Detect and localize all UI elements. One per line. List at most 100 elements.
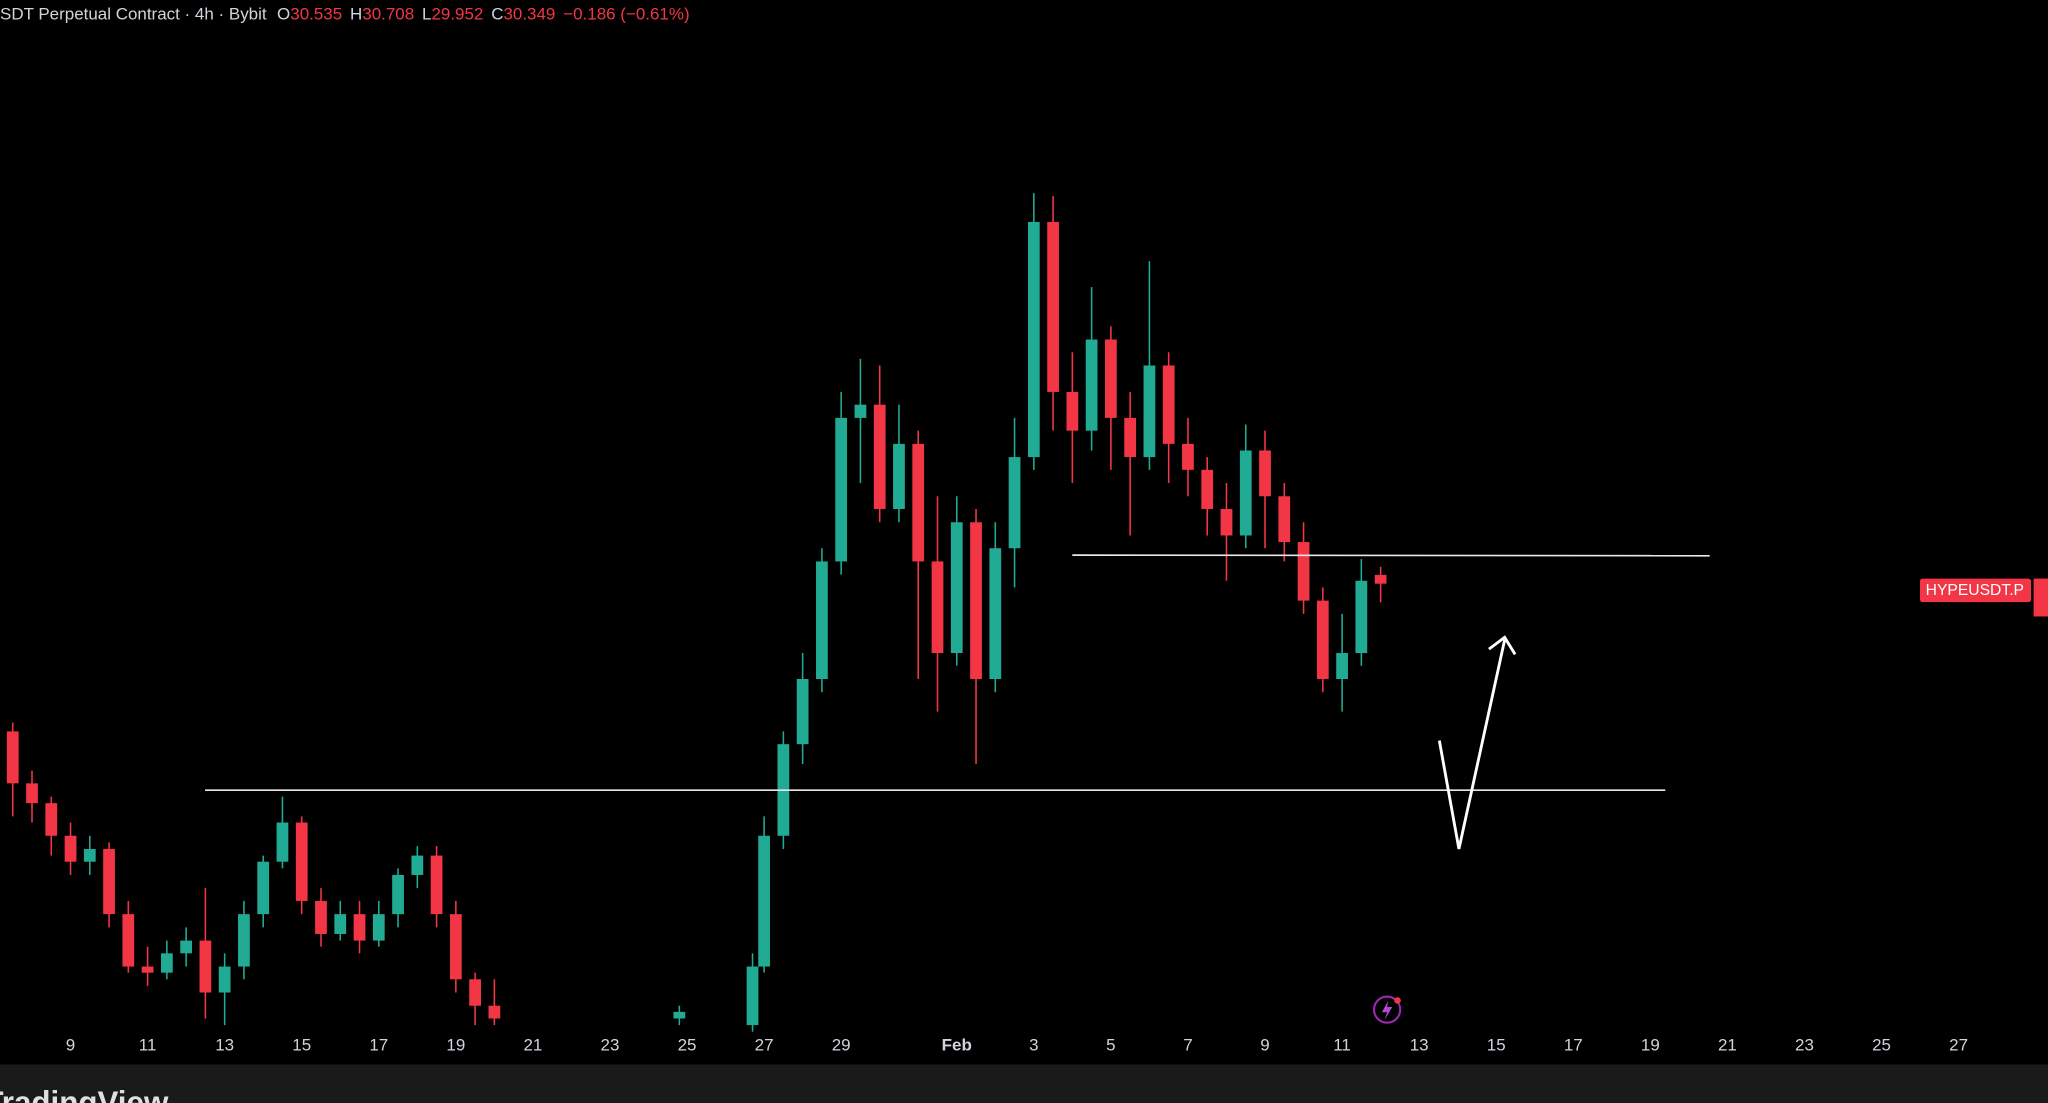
candle-body [1201, 469, 1214, 510]
candle-body [411, 855, 424, 875]
x-tick-label: 13 [215, 1036, 234, 1055]
x-tick-label: 9 [66, 1036, 75, 1055]
ohlc-value: 30.708 [362, 5, 414, 24]
candle-body [746, 966, 759, 1026]
candle-body [334, 914, 347, 934]
candle-body [1027, 221, 1040, 458]
x-tick-label: 9 [1260, 1036, 1269, 1055]
candle-body [1124, 417, 1137, 458]
candle-body [1085, 339, 1098, 431]
candle-body [1143, 365, 1156, 458]
alert-icon[interactable] [1372, 995, 1402, 1024]
symbol-badge-label: HYPEUSDT.P [1926, 582, 2024, 599]
candle-body [1066, 391, 1079, 431]
ohlc-label: L [422, 5, 431, 24]
candle-body [1336, 653, 1348, 680]
ohlc-value: 30.349 [503, 5, 555, 24]
candle-body [1220, 509, 1233, 536]
candle-body [180, 940, 193, 954]
candle-body [796, 679, 809, 745]
candle-body [372, 914, 385, 941]
candle-body [103, 848, 115, 915]
candle-body [758, 835, 770, 967]
x-tick-label: 15 [292, 1036, 311, 1055]
x-tick-label: 13 [1410, 1036, 1429, 1055]
candle-body [430, 855, 443, 915]
candle-body [673, 1011, 686, 1019]
legend-header: SDT Perpetual Contract · 4h · Bybit O30.5… [0, 5, 690, 24]
candle-body [45, 803, 58, 836]
candle-body [873, 404, 886, 510]
plot-area [6, 193, 1387, 1032]
symbol: SDT Perpetual Contract · 4h · Bybit [0, 5, 267, 24]
candle-body [6, 731, 19, 784]
ohlc-label: O [277, 5, 290, 24]
candle-body [1374, 574, 1387, 584]
x-tick-label: 23 [601, 1036, 620, 1055]
x-tick-label: 21 [1718, 1036, 1737, 1055]
resistance-line[interactable] [1072, 554, 1710, 557]
candle-body [854, 404, 867, 418]
candle-body [950, 522, 963, 654]
footer-bar [0, 1064, 2048, 1103]
arrow-head [1488, 635, 1517, 656]
candle-body [1316, 600, 1329, 680]
candle-body [392, 874, 404, 915]
candle-body [1047, 221, 1059, 392]
candle-body [353, 914, 366, 941]
candle-body [83, 848, 96, 862]
candle-body [160, 953, 173, 973]
x-tick-label: 29 [832, 1036, 851, 1055]
candle-body [1259, 450, 1271, 497]
ohlc-value: 30.535 [290, 5, 342, 24]
candle-body [1008, 457, 1021, 549]
candle-body [26, 783, 38, 804]
candle-body [1355, 580, 1368, 654]
candle-body [835, 417, 848, 562]
x-tick-label: 19 [1641, 1036, 1660, 1055]
candle-body [122, 914, 135, 967]
x-tick-label: 3 [1029, 1036, 1038, 1055]
symbol-badge [1919, 578, 2032, 603]
x-tick-label: 17 [369, 1036, 388, 1055]
candle-body [449, 914, 462, 980]
candle-body [218, 966, 231, 993]
x-tick-label: 17 [1564, 1036, 1583, 1055]
candle-body [1162, 365, 1175, 444]
candle-body [199, 940, 212, 993]
brand: TradingView [0, 1085, 169, 1103]
candle-body [1105, 339, 1117, 418]
x-tick-label: 21 [523, 1036, 542, 1055]
candle-body [295, 822, 308, 901]
x-tick-label: 11 [139, 1036, 157, 1055]
x-tick-label: 25 [678, 1036, 697, 1055]
candle-body [315, 900, 327, 934]
x-tick-label: 5 [1106, 1036, 1115, 1055]
candle-body [64, 835, 77, 862]
candle-body [141, 966, 154, 973]
candle-body [276, 822, 289, 862]
x-tick-label: 19 [446, 1036, 465, 1055]
x-tick-label: 25 [1872, 1036, 1891, 1055]
projection-arrow[interactable] [1437, 639, 1507, 850]
price-badge [2033, 578, 2048, 617]
x-tick-label: 23 [1795, 1036, 1814, 1055]
ohlc-label: C [491, 5, 503, 24]
x-tick-label: 27 [1949, 1036, 1968, 1055]
candle-body [989, 548, 1002, 680]
candle-body [488, 1005, 501, 1019]
candle-body [1239, 450, 1252, 536]
x-tick-label: 7 [1183, 1036, 1192, 1055]
candle-body [257, 861, 270, 915]
candle-body [912, 443, 925, 562]
ohlc-label: H [350, 5, 362, 24]
candle-body [1182, 443, 1194, 470]
x-tick-label: 11 [1333, 1036, 1351, 1055]
candle-body [238, 914, 250, 967]
x-tick-label: 15 [1487, 1036, 1506, 1055]
candle-body [1278, 496, 1291, 543]
candle-body [816, 561, 828, 680]
